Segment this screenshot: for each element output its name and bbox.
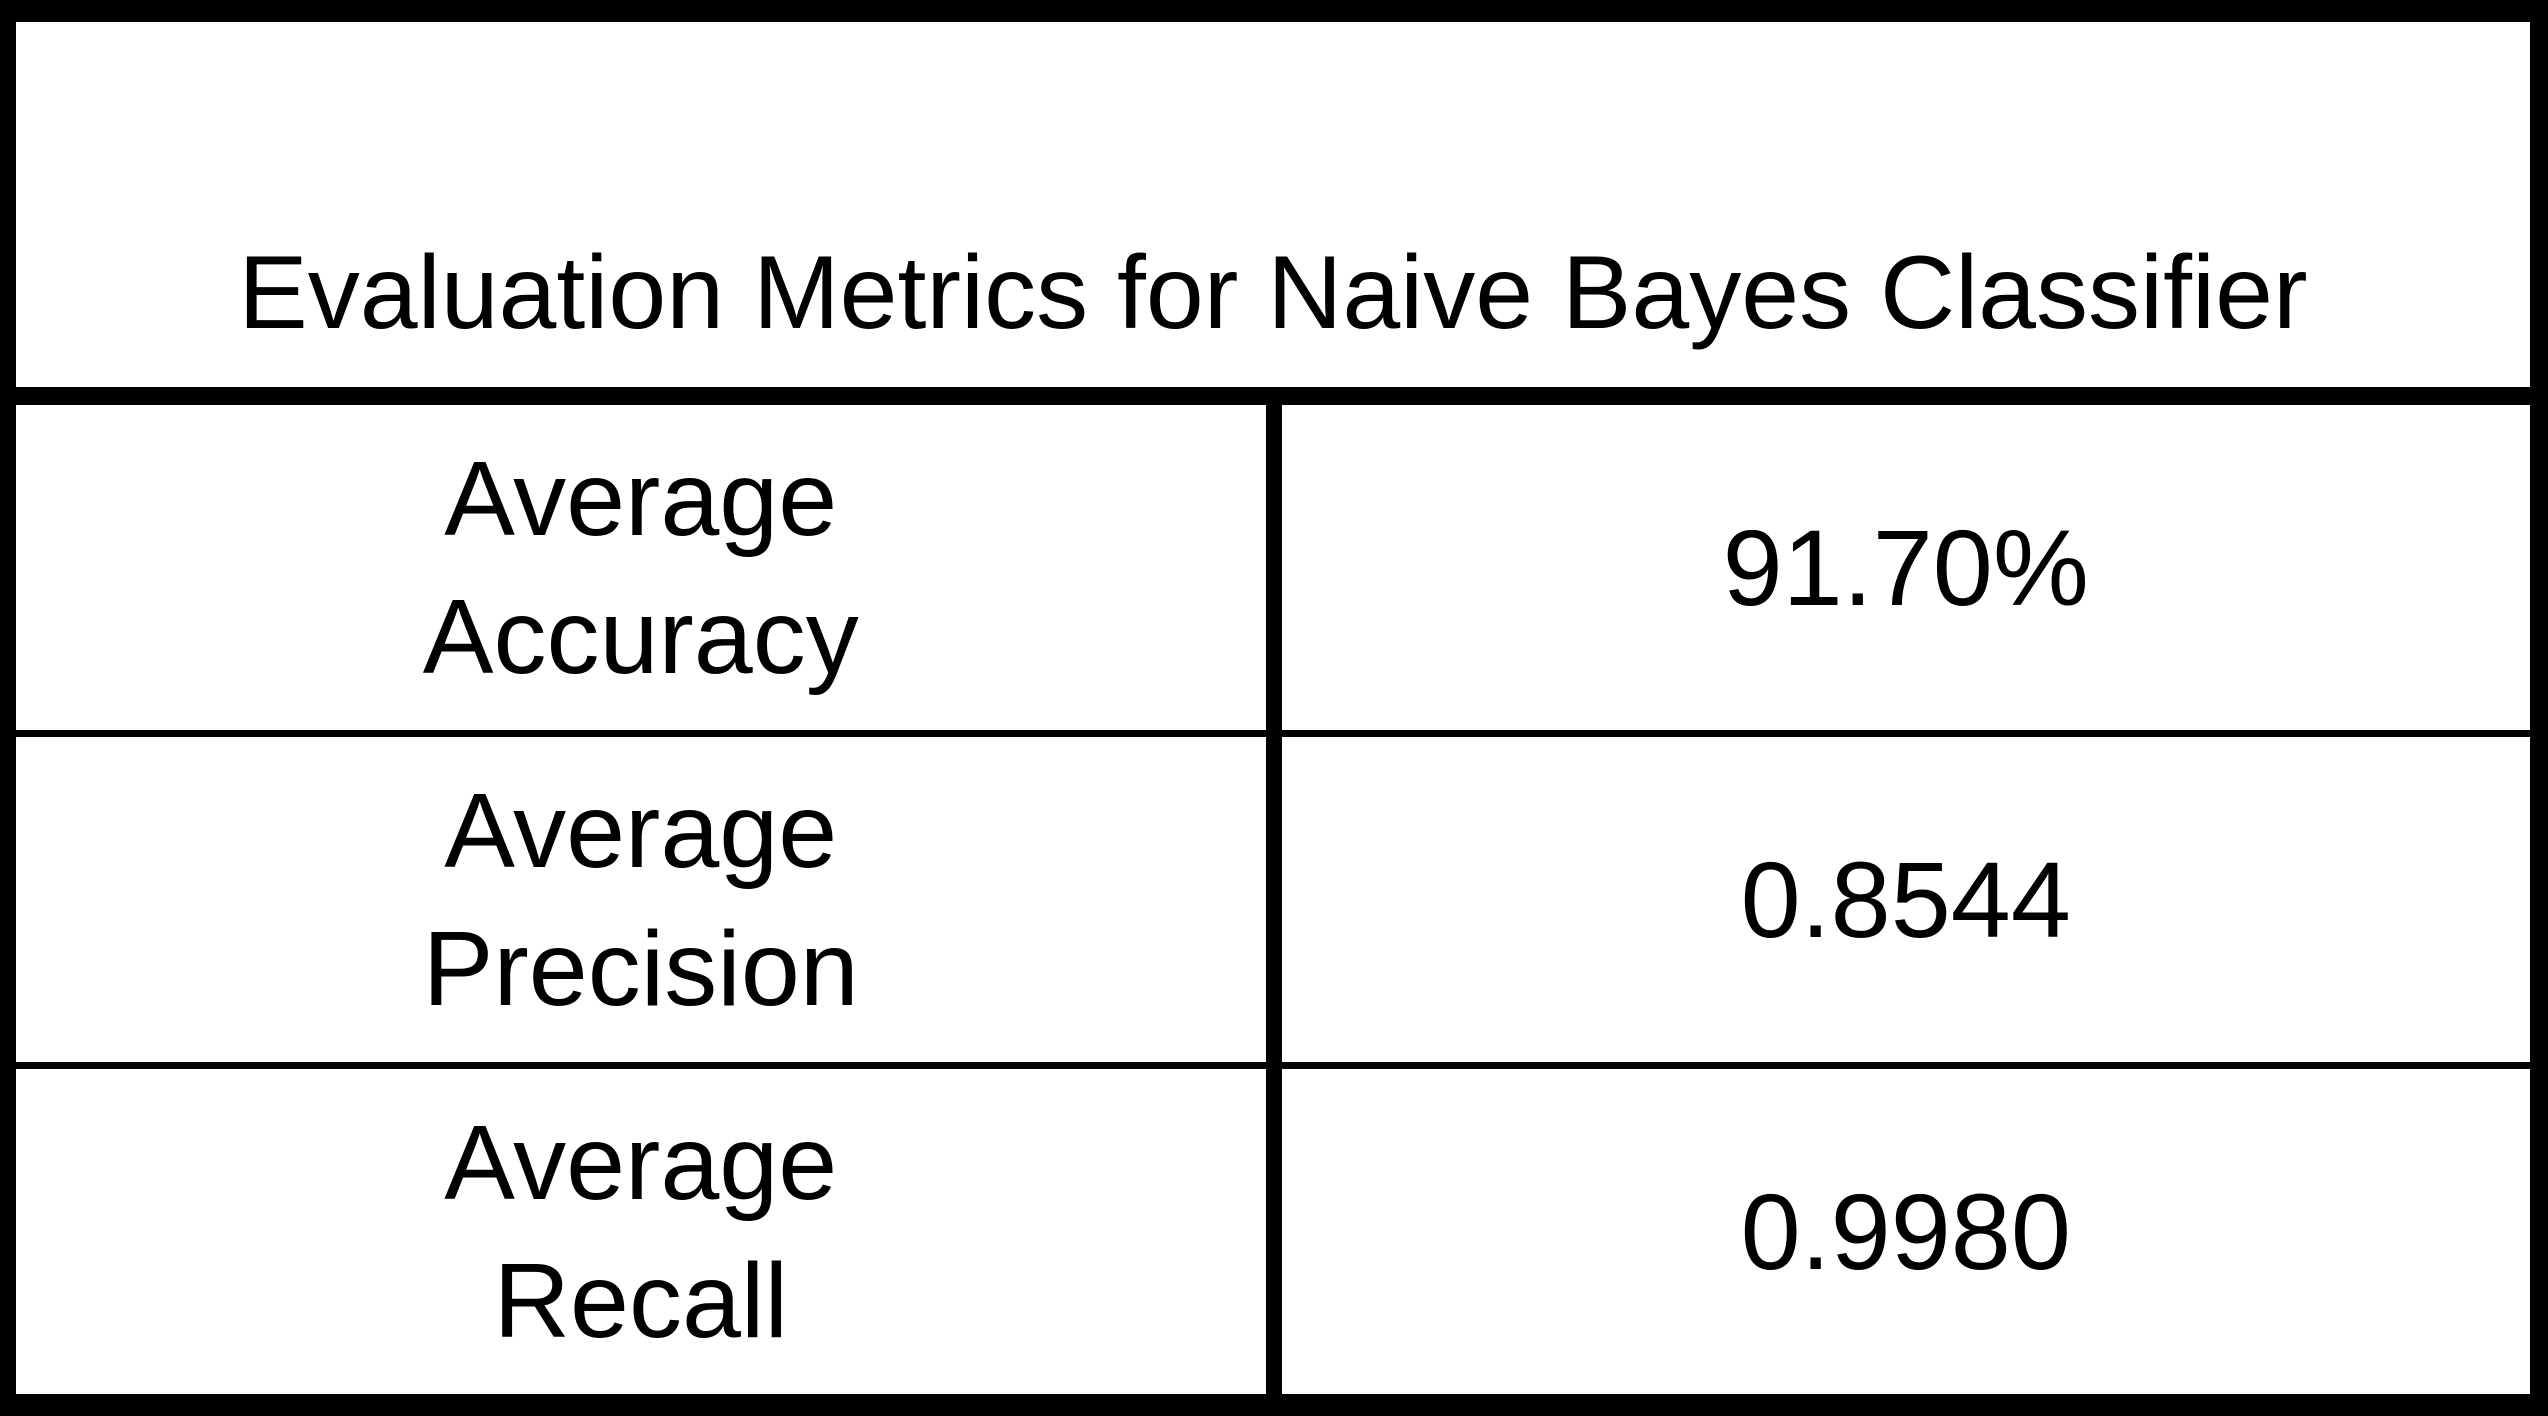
table-row: Average Recall 0.9980: [0, 1065, 2548, 1416]
metric-label-cell: Average Recall: [0, 1065, 1282, 1416]
metric-label-line1: Average: [444, 771, 838, 890]
metric-label-line1: Average: [444, 439, 838, 558]
title-row: Evaluation Metrics for Naive Bayes Class…: [0, 0, 2548, 405]
metric-value: 0.9980: [1273, 1065, 2548, 1416]
table-row: Average Precision 0.8544: [0, 733, 2548, 1069]
metric-value: 91.70%: [1273, 396, 2548, 737]
table-row: Average Accuracy 91.70%: [0, 396, 2548, 737]
metric-label-line2: Recall: [493, 1241, 789, 1360]
table-title: Evaluation Metrics for Naive Bayes Class…: [238, 235, 2308, 351]
metric-label-line2: Precision: [422, 909, 859, 1028]
metric-label-cell: Average Accuracy: [0, 396, 1282, 737]
metric-label-line2: Accuracy: [422, 577, 859, 696]
metric-label-line1: Average: [444, 1103, 838, 1222]
metric-value: 0.8544: [1273, 733, 2548, 1069]
metric-label-cell: Average Precision: [0, 733, 1282, 1069]
title-cell: Evaluation Metrics for Naive Bayes Class…: [0, 0, 2548, 405]
